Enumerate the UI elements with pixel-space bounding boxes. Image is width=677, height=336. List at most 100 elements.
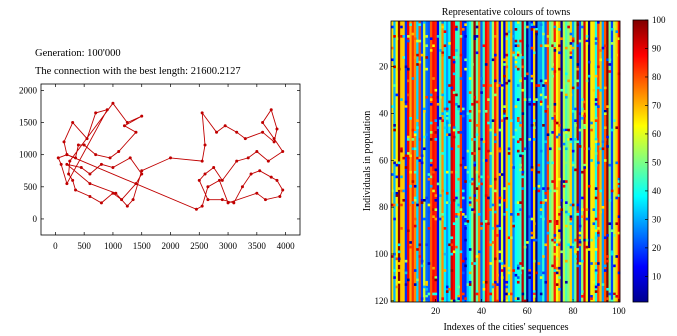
route-x-tick-label: 1500 xyxy=(133,241,152,251)
heatmap-cell xyxy=(452,135,456,139)
heatmap-cell xyxy=(585,35,589,38)
heatmap-cell xyxy=(436,126,440,130)
heatmap-column xyxy=(464,21,467,302)
heatmap-cell xyxy=(427,173,431,176)
route-city-point xyxy=(272,137,276,141)
heatmap-cell xyxy=(558,44,561,48)
heatmap-cell xyxy=(397,161,401,165)
heatmap-cell xyxy=(523,299,527,303)
heatmap-cell xyxy=(574,250,577,254)
heatmap-plot-frame xyxy=(390,20,621,303)
heatmap-cell xyxy=(530,231,534,235)
heatmap-column xyxy=(404,21,408,302)
heatmap-cell xyxy=(581,294,584,298)
heatmap-cell xyxy=(514,105,518,108)
heatmap-cell xyxy=(590,126,593,130)
heatmap-column xyxy=(478,21,481,302)
heatmap-column xyxy=(581,21,584,302)
heatmap-cell xyxy=(599,88,602,92)
heatmap-cell xyxy=(423,21,426,24)
heatmap-cell xyxy=(565,259,568,263)
heatmap-cell xyxy=(549,189,552,193)
heatmap-cell xyxy=(448,243,451,247)
heatmap-cell xyxy=(537,170,541,174)
heatmap-cell xyxy=(507,266,511,270)
heatmap-cell xyxy=(581,259,584,263)
heatmap-cell xyxy=(583,109,586,113)
heatmap-cell xyxy=(450,114,454,118)
heatmap-cell xyxy=(395,257,399,261)
heatmap-cell xyxy=(475,187,479,190)
heatmap-cell xyxy=(578,39,582,43)
heatmap-cell xyxy=(452,250,456,254)
heatmap-cell xyxy=(608,70,612,73)
heatmap-cell xyxy=(432,77,435,80)
route-chart: Generation: 100'000 The connection with … xyxy=(19,48,301,251)
heatmap-cell xyxy=(574,124,577,127)
heatmap-cell xyxy=(407,67,410,71)
heatmap-cell xyxy=(434,138,438,141)
heatmap-cell xyxy=(514,28,518,31)
heatmap-column xyxy=(583,21,586,302)
heatmap-cell xyxy=(482,44,486,48)
heatmap-cell xyxy=(565,46,568,50)
heatmap-cell xyxy=(555,283,559,286)
heatmap-cell xyxy=(468,91,472,94)
heatmap-cell xyxy=(471,182,474,186)
route-city-point xyxy=(140,172,144,176)
heatmap-cell xyxy=(603,44,607,48)
heatmap-cell xyxy=(473,95,477,99)
heatmap-cell xyxy=(420,161,424,165)
heatmap-cell xyxy=(565,128,568,132)
heatmap-cell xyxy=(553,238,557,242)
heatmap-cell xyxy=(464,35,467,38)
heatmap-cell xyxy=(523,147,527,151)
route-city-point xyxy=(261,121,265,125)
heatmap-cell xyxy=(546,35,550,38)
heatmap-cell xyxy=(594,248,598,251)
heatmap-cell xyxy=(468,248,472,251)
heatmap-cell xyxy=(413,217,417,221)
heatmap-cell xyxy=(473,262,477,265)
heatmap-cell xyxy=(519,39,522,43)
heatmap-cell xyxy=(459,77,463,80)
heatmap-cell xyxy=(558,238,561,242)
route-city-point xyxy=(243,137,247,141)
heatmap-cell xyxy=(562,128,566,132)
heatmap-cell xyxy=(560,208,564,211)
route-title-line-1: Generation: 100'000 xyxy=(35,48,121,59)
heatmap-cell xyxy=(487,149,490,153)
route-y-axis-ticks: 0 500 1000 1500 2000 xyxy=(19,85,300,224)
heatmap-cell xyxy=(615,222,619,226)
heatmap-cell xyxy=(445,107,449,111)
heatmap-cell xyxy=(475,290,479,293)
heatmap-cell xyxy=(489,243,493,247)
heatmap-cell xyxy=(478,182,481,186)
heatmap-cell xyxy=(532,25,536,29)
heatmap-cell xyxy=(606,255,609,258)
heatmap-cell xyxy=(567,79,570,83)
heatmap-column xyxy=(432,21,435,302)
route-city-point xyxy=(120,198,124,202)
heatmap-cell xyxy=(546,105,550,108)
heatmap-cell xyxy=(583,124,586,127)
route-city-point xyxy=(74,188,78,192)
heatmap-cell xyxy=(496,224,499,228)
heatmap-cell xyxy=(537,184,541,188)
route-city-points xyxy=(56,101,285,211)
heatmap-cell xyxy=(420,264,424,268)
heatmap-cell xyxy=(558,133,561,137)
heatmap-cell xyxy=(455,102,458,106)
heatmap-cell xyxy=(512,35,515,38)
heatmap-cell xyxy=(416,53,419,57)
heatmap-cell xyxy=(578,236,582,240)
heatmap-cell xyxy=(498,259,502,263)
heatmap-cell xyxy=(578,128,582,132)
heatmap-cell xyxy=(461,114,465,118)
heatmap-cell xyxy=(475,133,479,137)
route-city-point xyxy=(217,178,221,182)
heatmap-cell xyxy=(516,44,520,48)
heatmap-column xyxy=(494,21,497,302)
heatmap-cell xyxy=(528,138,531,141)
heatmap-cell xyxy=(521,112,525,115)
